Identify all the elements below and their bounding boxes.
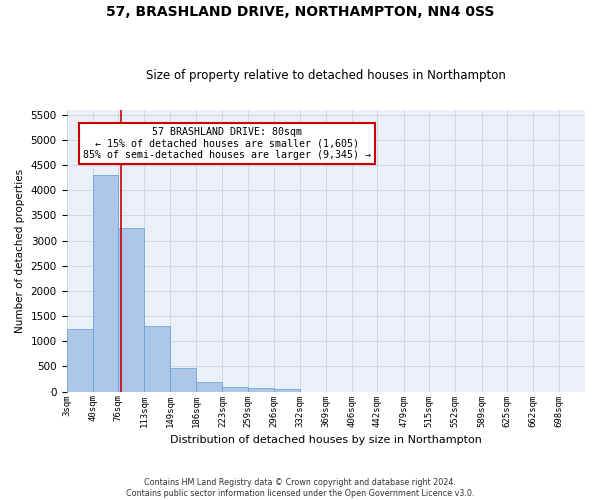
Y-axis label: Number of detached properties: Number of detached properties [15,168,25,332]
X-axis label: Distribution of detached houses by size in Northampton: Distribution of detached houses by size … [170,435,482,445]
Bar [223,387,248,392]
Bar [274,389,299,392]
Bar [196,382,223,392]
Bar [93,175,118,392]
Bar [67,328,93,392]
Title: Size of property relative to detached houses in Northampton: Size of property relative to detached ho… [146,69,506,82]
Text: Contains HM Land Registry data © Crown copyright and database right 2024.
Contai: Contains HM Land Registry data © Crown c… [126,478,474,498]
Text: 57 BRASHLAND DRIVE: 80sqm
← 15% of detached houses are smaller (1,605)
85% of se: 57 BRASHLAND DRIVE: 80sqm ← 15% of detac… [83,127,371,160]
Bar [248,388,274,392]
Bar [118,228,145,392]
Bar [145,326,170,392]
Bar [170,368,196,392]
Text: 57, BRASHLAND DRIVE, NORTHAMPTON, NN4 0SS: 57, BRASHLAND DRIVE, NORTHAMPTON, NN4 0S… [106,5,494,19]
